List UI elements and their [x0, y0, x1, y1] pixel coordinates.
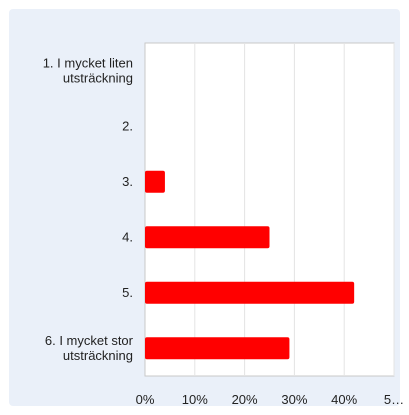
- x-tick-label: 30%: [281, 392, 307, 407]
- category-label: 5.: [122, 285, 133, 300]
- x-tick-label: 10%: [182, 392, 208, 407]
- bar: [145, 226, 270, 249]
- category-label: 4.: [122, 229, 133, 244]
- bar: [145, 170, 165, 193]
- x-tick-label: 20%: [232, 392, 258, 407]
- plot-area: [144, 42, 395, 377]
- x-tick-label: 5…: [384, 392, 404, 407]
- category-label: 6. I mycket stor utsträckning: [45, 333, 134, 363]
- bar: [145, 281, 355, 304]
- x-tick-label: 40%: [331, 392, 357, 407]
- category-label: 3.: [122, 174, 133, 189]
- category-label: 2.: [122, 118, 133, 133]
- category-label: 1. I mycket liten utsträckning: [43, 55, 133, 85]
- bar: [145, 337, 290, 360]
- x-tick-label: 0%: [136, 392, 155, 407]
